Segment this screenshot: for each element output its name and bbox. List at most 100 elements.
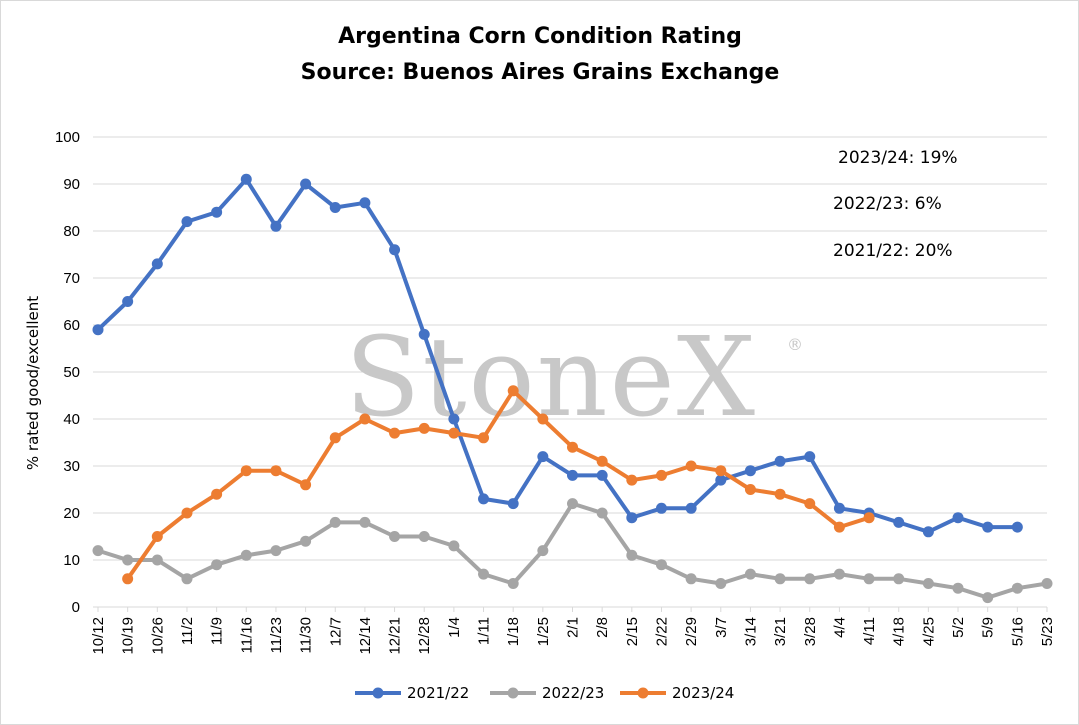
data-point <box>92 545 104 557</box>
x-tick-label: 1/25 <box>535 617 552 646</box>
data-point <box>151 531 163 542</box>
data-point <box>982 521 994 533</box>
data-point <box>122 554 134 566</box>
data-point <box>626 512 638 524</box>
x-tick-label: 12/28 <box>416 617 433 655</box>
data-point <box>418 422 430 434</box>
data-point <box>329 516 341 528</box>
data-point <box>478 568 490 580</box>
data-point <box>1011 582 1023 594</box>
data-point <box>300 535 312 547</box>
x-tick-label: 2/1 <box>565 617 582 638</box>
data-point <box>389 244 401 256</box>
data-point <box>122 296 134 307</box>
x-tick-label: 1/11 <box>476 617 493 645</box>
legend-swatch-marker <box>507 687 519 699</box>
y-tick-label: 30 <box>63 458 80 475</box>
data-point <box>300 479 312 491</box>
x-tick-label: 3/14 <box>742 617 759 646</box>
data-point <box>478 432 490 444</box>
data-point <box>507 498 519 510</box>
x-tick-label: 4/18 <box>891 617 908 646</box>
y-tick-label: 70 <box>63 270 80 287</box>
y-axis-ticks: 0 10 20 30 40 50 60 70 80 90 100 <box>55 129 80 616</box>
data-point <box>211 559 223 571</box>
data-point <box>685 573 697 585</box>
legend: 2021/22 2022/23 2023/24 <box>355 684 734 702</box>
data-point <box>715 465 727 477</box>
series-2022-23 <box>92 498 1053 604</box>
data-point <box>329 432 341 444</box>
data-point <box>804 498 816 510</box>
legend-label: 2021/22 <box>407 684 469 702</box>
x-tick-label: 12/21 <box>387 617 404 655</box>
y-tick-label: 60 <box>63 317 80 334</box>
data-point <box>92 324 104 336</box>
x-tick-label: 12/7 <box>327 617 344 646</box>
x-tick-label: 11/9 <box>209 617 226 645</box>
x-tick-label: 12/14 <box>357 617 374 655</box>
legend-label: 2023/24 <box>672 684 734 702</box>
annotation-2022-23: 2022/23: 6% <box>833 194 942 214</box>
y-tick-label: 20 <box>63 505 80 522</box>
x-tick-label: 10/19 <box>120 617 137 655</box>
data-point <box>448 540 460 552</box>
y-tick-label: 40 <box>63 411 80 428</box>
data-point <box>715 578 727 589</box>
annotation-2023-24: 2023/24: 19% <box>838 148 958 168</box>
watermark-registered-mark: ® <box>787 335 803 354</box>
x-tick-label: 11/30 <box>298 617 315 653</box>
x-tick-label: 3/7 <box>713 617 730 638</box>
data-point <box>804 451 816 463</box>
x-tick-label: 11/2 <box>179 617 196 645</box>
data-point <box>1041 578 1053 589</box>
data-point <box>448 413 460 425</box>
y-tick-label: 100 <box>55 129 80 146</box>
data-point <box>626 474 638 486</box>
data-point <box>893 516 905 528</box>
series-lines <box>92 173 1053 604</box>
data-point <box>744 568 756 580</box>
data-point <box>804 573 816 585</box>
data-point <box>567 498 578 510</box>
data-point <box>507 385 519 397</box>
x-tick-label: 1/4 <box>446 617 463 638</box>
data-point <box>240 549 252 561</box>
data-point <box>893 573 905 585</box>
data-point <box>922 526 934 538</box>
data-point <box>833 568 845 580</box>
data-point <box>211 488 223 500</box>
data-point <box>359 413 371 425</box>
x-tick-label: 2/22 <box>653 617 670 646</box>
data-point <box>418 328 430 340</box>
data-point <box>626 549 638 561</box>
data-point <box>567 441 578 453</box>
data-point <box>122 573 134 585</box>
x-tick-label: 1/18 <box>505 617 522 646</box>
y-tick-label: 0 <box>72 599 80 616</box>
watermark: StoneX <box>345 313 757 441</box>
data-point <box>655 469 667 481</box>
data-point <box>151 554 163 566</box>
data-point <box>270 545 282 557</box>
data-point <box>774 573 786 585</box>
data-point <box>982 592 994 604</box>
data-point <box>418 531 430 542</box>
data-point <box>507 578 519 589</box>
x-axis-ticks: 10/12 10/19 10/26 11/2 11/9 11/16 11/23 11/30 12… <box>90 607 1056 655</box>
y-axis-label: % rated good/excellent <box>24 296 42 470</box>
x-tick-label: 2/8 <box>594 617 611 638</box>
y-tick-label: 90 <box>63 176 80 193</box>
data-point <box>596 507 608 519</box>
data-point <box>685 460 697 472</box>
data-point <box>359 197 371 209</box>
data-point <box>151 258 163 270</box>
data-point <box>744 465 756 477</box>
data-point <box>833 521 845 533</box>
data-point <box>952 582 964 594</box>
data-point <box>181 573 193 585</box>
data-point <box>833 502 845 514</box>
